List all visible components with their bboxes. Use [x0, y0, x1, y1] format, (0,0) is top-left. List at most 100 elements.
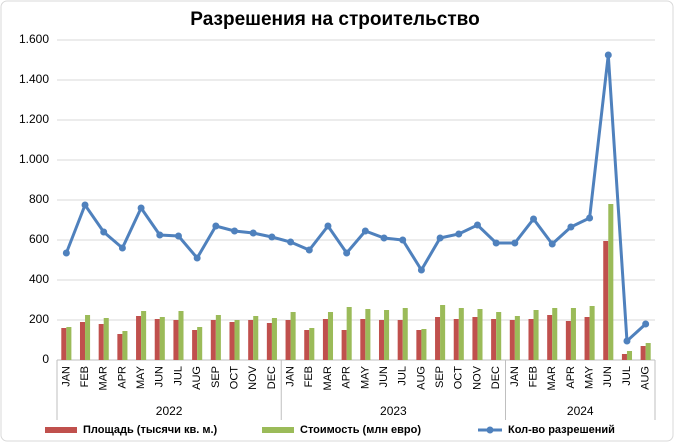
bar [271, 318, 277, 360]
x-tick-label: JUL [621, 366, 633, 386]
bar [304, 330, 310, 360]
bar [584, 317, 590, 360]
bar [528, 319, 534, 360]
x-tick-label: JUL [397, 366, 409, 386]
bar [397, 320, 403, 360]
bar [266, 323, 272, 360]
line-marker [530, 215, 538, 223]
x-tick-label: JUN [602, 366, 614, 387]
bar [192, 330, 198, 360]
x-tick-label: AUG [640, 366, 652, 390]
chart-title: Разрешения на строительство [190, 9, 479, 30]
line-marker [268, 233, 276, 241]
bar [402, 308, 408, 360]
line-marker [511, 239, 519, 247]
x-tick-label: SEP [210, 366, 222, 388]
bar [421, 329, 427, 360]
line-marker [473, 221, 481, 229]
x-tick-label: JUL [172, 366, 184, 386]
line-marker [305, 246, 313, 254]
line-marker [623, 337, 631, 345]
x-tick-label: DEC [266, 366, 278, 389]
bar [533, 310, 539, 360]
bar [341, 330, 347, 360]
bar [603, 241, 609, 360]
bar [608, 204, 614, 360]
bar [477, 309, 483, 360]
x-tick-label: AUG [191, 366, 203, 390]
line-marker [174, 232, 182, 240]
bar [440, 305, 446, 360]
bar [589, 306, 595, 360]
x-tick-label: OCT [228, 366, 240, 390]
bar [141, 311, 147, 360]
x-tick-label: JAN [509, 366, 521, 387]
bar [98, 324, 104, 360]
bar [640, 346, 646, 360]
x-tick-label: MAY [584, 365, 596, 389]
legend-label: Площадь (тысячи кв. м.) [83, 424, 218, 436]
legend-swatch [45, 427, 77, 433]
line-marker [156, 231, 164, 239]
x-tick-label: MAR [322, 366, 334, 391]
line-marker [642, 320, 650, 328]
bar [416, 330, 422, 360]
bar [309, 328, 315, 360]
x-tick-label: FEB [79, 366, 91, 387]
line-marker [231, 227, 239, 235]
bar [234, 320, 240, 360]
bar [626, 351, 633, 360]
bar [458, 308, 464, 360]
y-tick-label: 200 [29, 312, 49, 326]
x-tick-label: SEP [434, 366, 446, 388]
x-tick-label: JUN [154, 366, 166, 387]
y-tick-label: 400 [29, 272, 49, 286]
line-marker [343, 249, 351, 257]
y-tick-label: 1.400 [19, 72, 49, 86]
line-marker [287, 238, 295, 246]
line-marker [492, 239, 500, 247]
line-marker [100, 228, 108, 236]
y-tick-label: 1.600 [19, 32, 49, 46]
bar [61, 328, 67, 360]
x-tick-label: MAY [359, 365, 371, 389]
x-tick-label: FEB [303, 366, 315, 387]
x-tick-label: NOV [471, 365, 483, 390]
bar [285, 320, 291, 360]
line-marker [567, 223, 575, 231]
y-tick-label: 0 [42, 352, 49, 366]
bar [435, 317, 441, 360]
bar [159, 317, 165, 360]
x-tick-label: OCT [453, 366, 465, 390]
bar [79, 322, 86, 360]
bar [248, 320, 254, 360]
bar [154, 319, 160, 360]
line-marker [548, 240, 556, 248]
x-tick-label: MAR [546, 366, 558, 391]
group-label: 2022 [156, 404, 183, 418]
bar [173, 320, 179, 360]
bar [136, 316, 142, 360]
bar [210, 320, 216, 360]
y-tick-label: 1.200 [19, 112, 49, 126]
x-tick-label: AUG [415, 366, 427, 390]
x-tick-label: FEB [527, 366, 539, 387]
x-tick-label: APR [565, 366, 577, 389]
group-label: 2024 [567, 404, 594, 418]
bar [496, 312, 502, 360]
bar [360, 319, 366, 360]
bar [552, 308, 558, 360]
bar [103, 318, 109, 360]
bar [122, 331, 128, 360]
line-marker [137, 204, 145, 212]
x-tick-label: MAY [135, 365, 147, 389]
bar [645, 343, 651, 360]
bar [66, 327, 72, 360]
y-tick-label: 800 [29, 192, 49, 206]
bar [229, 322, 235, 360]
bar [565, 321, 571, 360]
x-tick-label: DEC [490, 366, 502, 389]
line-marker [380, 234, 388, 242]
